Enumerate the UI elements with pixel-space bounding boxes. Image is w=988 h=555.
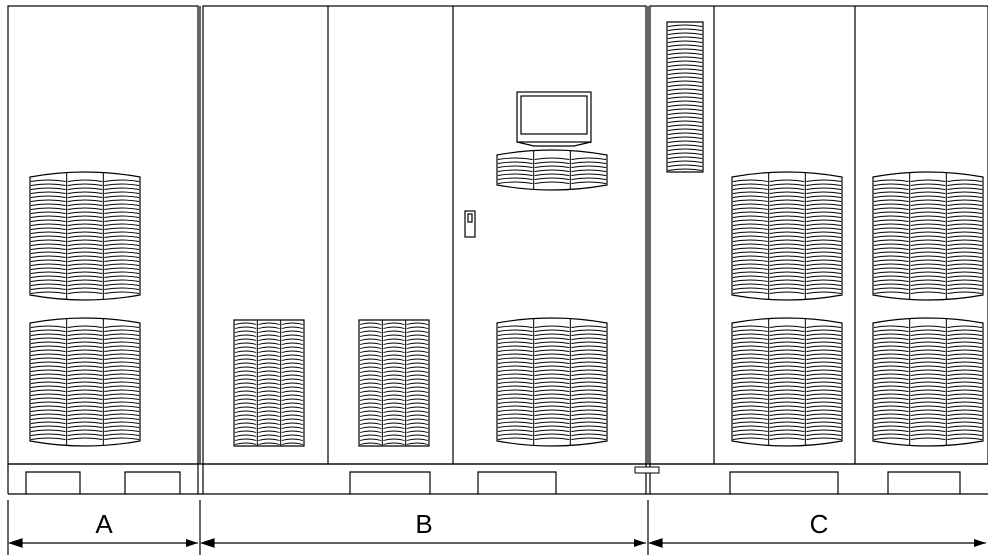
vent-grille <box>233 319 305 447</box>
vent-grille <box>731 317 843 447</box>
vent-grille <box>872 317 984 447</box>
vent-grille <box>872 171 984 301</box>
control-display <box>516 91 592 147</box>
section-label-a: A <box>95 509 113 539</box>
vent-grille <box>29 317 141 447</box>
cabinet-base <box>7 463 988 495</box>
vent-grille <box>666 21 704 173</box>
door-handle <box>464 210 476 238</box>
vent-grille <box>29 171 141 301</box>
vent-grille <box>496 149 608 191</box>
vent-grille <box>358 319 430 447</box>
section-label-c: C <box>810 509 829 539</box>
latch <box>634 466 660 474</box>
section-label-b: B <box>415 509 432 539</box>
vent-grille <box>496 317 608 447</box>
vent-grille <box>731 171 843 301</box>
